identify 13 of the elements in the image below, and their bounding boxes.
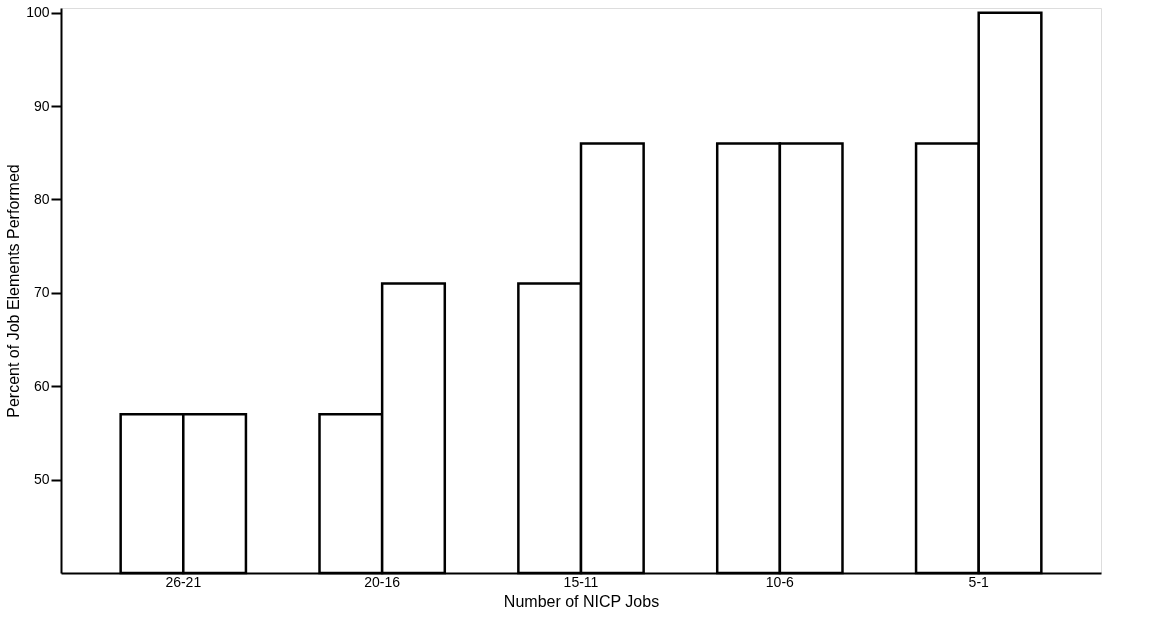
x-tick-label: 15-11 [563,573,599,590]
x-axis-title: Number of NICP Jobs [503,592,660,610]
y-tick-label: 100 [26,4,50,21]
y-axis-title: Percent of Job Elements Performed [5,164,23,418]
y-tick-label: 50 [33,471,50,488]
y-tick-label: 70 [33,284,50,301]
x-tick-label: 5-1 [968,573,990,590]
x-tick-label: 26-21 [165,573,202,590]
y-tick-label: 60 [33,377,50,394]
y-tick-label: 80 [33,190,50,207]
x-tick-label: 20-16 [364,573,401,590]
y-tick-label: 90 [33,97,50,114]
x-tick-label: 10-6 [765,573,795,590]
